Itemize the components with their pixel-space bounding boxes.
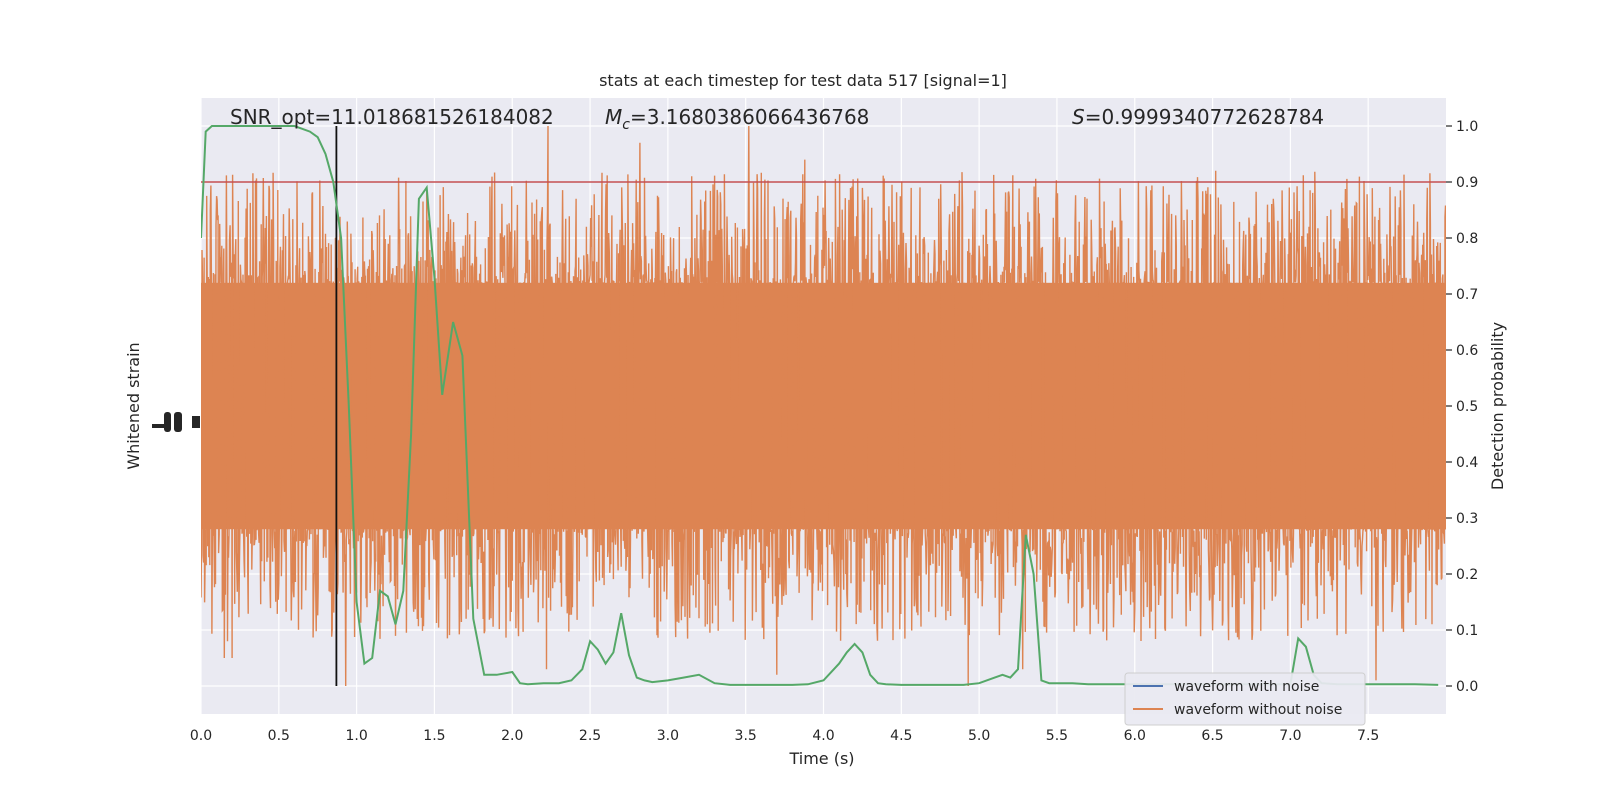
x-tick-label: 1.0 bbox=[345, 728, 367, 744]
chirp-mass-annotation: Mc=3.1680386066436768 bbox=[605, 105, 869, 133]
y-tick-label: 0.8 bbox=[1456, 231, 1478, 247]
left-tick-blob bbox=[164, 412, 171, 432]
legend-label-noise: waveform with noise bbox=[1174, 679, 1319, 695]
x-tick-label: 3.5 bbox=[735, 728, 757, 744]
x-axis-label: Time (s) bbox=[788, 749, 854, 768]
y-tick-label: 0.2 bbox=[1456, 567, 1478, 583]
x-tick-label: 1.5 bbox=[423, 728, 445, 744]
right-y-axis-ticks: 0.0 0.1 0.2 0.3 0.4 0.5 0.6 0.7 0.8 0.9 1.0 bbox=[1446, 119, 1478, 695]
x-tick-label: 7.5 bbox=[1357, 728, 1379, 744]
x-tick-label: 4.5 bbox=[890, 728, 912, 744]
x-tick-label: 0.0 bbox=[190, 728, 212, 744]
x-tick-label: 3.0 bbox=[657, 728, 679, 744]
x-axis-ticks: 0.0 0.5 1.0 1.5 2.0 2.5 3.0 3.5 4.0 4.5 5.0 5.5 6.0 6… bbox=[190, 728, 1379, 744]
chirp-mass-value: =3.1680386066436768 bbox=[630, 105, 869, 129]
chirp-mass-subscript: c bbox=[622, 117, 630, 133]
chirp-mass-symbol: M bbox=[605, 105, 622, 129]
y-tick-label: 0.0 bbox=[1456, 679, 1478, 695]
y-tick-label: 0.4 bbox=[1456, 455, 1478, 471]
x-tick-label: 2.0 bbox=[501, 728, 523, 744]
y-tick-label: 0.7 bbox=[1456, 287, 1478, 303]
right-y-axis-label: Detection probability bbox=[1488, 322, 1507, 490]
x-tick-label: 2.5 bbox=[579, 728, 601, 744]
y-tick-label: 0.3 bbox=[1456, 511, 1478, 527]
left-axis-overlapping-ticks bbox=[152, 412, 200, 432]
left-tick-blob bbox=[152, 424, 166, 428]
y-tick-label: 0.9 bbox=[1456, 175, 1478, 191]
x-tick-label: 5.5 bbox=[1046, 728, 1068, 744]
left-tick-blob bbox=[174, 412, 182, 432]
snr-annotation: SNR_opt=11.018681526184082 bbox=[230, 105, 554, 129]
x-tick-label: 6.0 bbox=[1124, 728, 1146, 744]
y-tick-label: 0.5 bbox=[1456, 399, 1478, 415]
legend-label-clean: waveform without noise bbox=[1174, 702, 1342, 718]
x-tick-label: 7.0 bbox=[1279, 728, 1301, 744]
x-tick-label: 0.5 bbox=[268, 728, 290, 744]
x-tick-label: 5.0 bbox=[968, 728, 990, 744]
x-tick-label: 4.0 bbox=[812, 728, 834, 744]
chart-title: stats at each timestep for test data 517… bbox=[599, 71, 1007, 90]
left-y-axis-label: Whitened strain bbox=[124, 342, 143, 469]
score-value: =0.9999340772628784 bbox=[1085, 105, 1324, 129]
waveform-trace bbox=[201, 125, 1446, 687]
legend: waveform with noise waveform without noi… bbox=[1124, 672, 1366, 726]
y-tick-label: 0.1 bbox=[1456, 623, 1478, 639]
score-annotation: S=0.9999340772628784 bbox=[1072, 105, 1324, 129]
x-tick-label: 6.5 bbox=[1201, 728, 1223, 744]
legend-box bbox=[1124, 672, 1366, 726]
left-tick-blob bbox=[192, 416, 200, 428]
y-tick-label: 1.0 bbox=[1456, 119, 1478, 135]
y-tick-label: 0.6 bbox=[1456, 343, 1478, 359]
score-symbol: S bbox=[1072, 105, 1085, 129]
